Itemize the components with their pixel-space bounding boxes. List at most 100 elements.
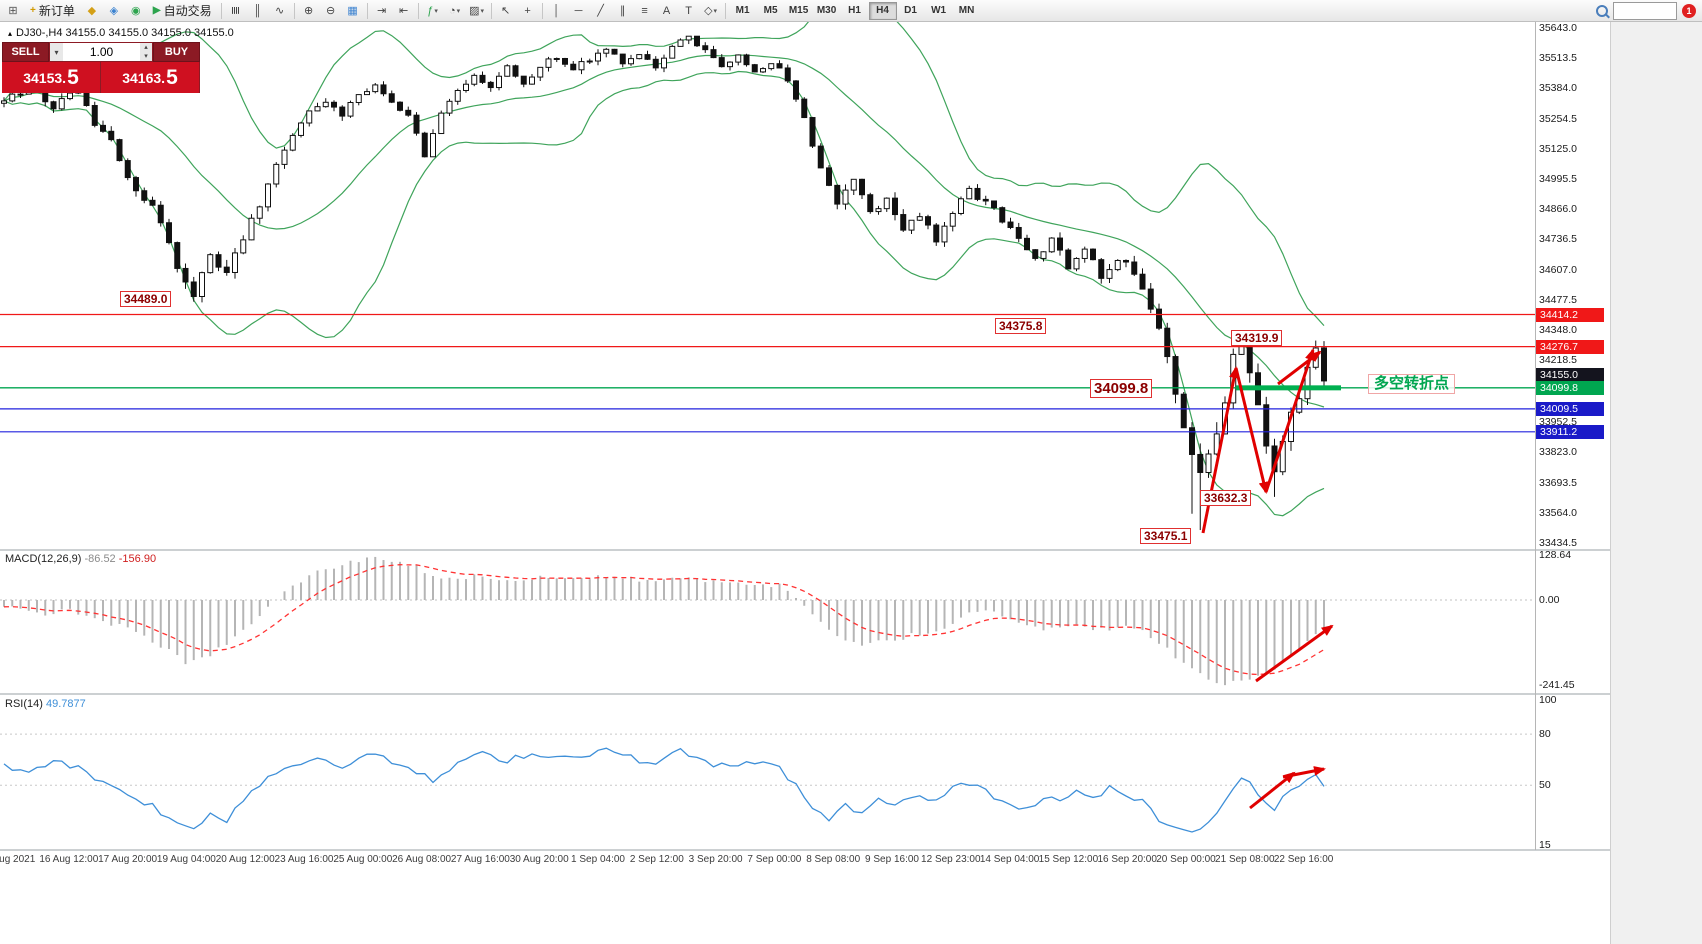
indicators-icon[interactable]: ƒ ▾: [427, 4, 438, 17]
toolbar-separator: [366, 2, 368, 19]
macd-signal-line: [3, 564, 1325, 676]
candlestick-chart-icon[interactable]: ║: [253, 4, 262, 17]
new-order-button-label: 新订单: [38, 4, 75, 18]
chart-ohlc-header: ▴ DJ30-,H4 34155.0 34155.0 34155.0 34155…: [8, 27, 234, 39]
buy-button[interactable]: BUY: [153, 42, 200, 62]
new-order-button[interactable]: + 新订单: [24, 2, 81, 20]
price-callout[interactable]: 33632.3: [1200, 490, 1252, 506]
time-axis-label: 15 Sep 12:00: [1038, 854, 1099, 865]
toolbar-separator: [490, 2, 492, 19]
macd-histogram: [0, 556, 1535, 686]
toolbar-separator: [417, 2, 419, 19]
periods-icon[interactable]: ◔ ▾: [448, 4, 461, 17]
sell-button[interactable]: SELL: [2, 42, 49, 62]
autotrading-button[interactable]: ▶ 自动交易: [147, 2, 218, 20]
notification-badge[interactable]: 1: [1682, 3, 1696, 18]
line-chart-icon[interactable]: ∿: [274, 5, 285, 17]
macd-axis-label: 0.00: [1539, 594, 1560, 606]
price-callout[interactable]: 33475.1: [1140, 528, 1192, 544]
pane-separators: [0, 22, 1610, 851]
buy-price[interactable]: 34163. 5: [101, 62, 200, 93]
price-axis-badge: 34099.8: [1536, 380, 1604, 395]
price-callout[interactable]: 34099.8: [1090, 379, 1153, 398]
price-axis-badge: 33911.2: [1536, 424, 1604, 439]
time-axis-label: 2 Sep 12:00: [629, 854, 684, 865]
vertical-line-icon[interactable]: │: [553, 4, 561, 17]
crosshair-icon[interactable]: +: [524, 4, 531, 17]
price-axis-label: 35513.5: [1539, 52, 1577, 65]
trendline-icon[interactable]: ╱: [597, 5, 604, 17]
timeframe-h4[interactable]: H4: [868, 1, 897, 20]
text-icon[interactable]: A: [662, 4, 671, 17]
volume-input[interactable]: [63, 43, 140, 61]
chart-shift-icon[interactable]: ⇤: [398, 5, 409, 17]
price-axis-label: 33693.5: [1539, 476, 1577, 489]
time-axis-label: 26 Aug 08:00: [392, 854, 452, 865]
rsi-axis-label: 80: [1539, 728, 1551, 741]
volume-down-icon[interactable]: ▾: [144, 53, 148, 60]
tile-windows-icon[interactable]: ▦: [347, 5, 358, 17]
dropdown-caret-icon: ▾: [434, 7, 438, 15]
time-axis-label: 23 Aug 16:00: [274, 854, 334, 865]
search-area: 1: [1596, 1, 1700, 20]
timeframe-h1[interactable]: H1: [841, 2, 869, 20]
volume-spinner: ▴ ▾: [140, 43, 152, 61]
time-axis-label: 19 Aug 04:00: [156, 854, 216, 865]
chart-area: ▴ DJ30-,H4 34155.0 34155.0 34155.0 34155…: [0, 22, 1702, 944]
sell-price[interactable]: 34153. 5: [2, 62, 101, 93]
data-window-icon[interactable]: ◈: [109, 5, 119, 17]
time-axis-label: 16 Sep 20:00: [1097, 854, 1157, 865]
time-axis-label: 20 Sep 00:00: [1156, 854, 1216, 865]
price-axis-label: 33564.0: [1539, 506, 1577, 519]
timeframe-m5[interactable]: M5: [757, 2, 785, 20]
rsi-axis-label: 100: [1539, 694, 1557, 706]
candlesticks: [1, 35, 1327, 531]
rsi-label: RSI(14) 49.7877: [5, 698, 86, 710]
search-input[interactable]: [1613, 1, 1677, 20]
price-axis-label: 33434.5: [1539, 536, 1577, 549]
time-axis-label: 3 Sep 20:00: [688, 854, 743, 865]
symbol-collapse-icon[interactable]: ▴: [8, 28, 13, 38]
timeframe-m1[interactable]: M1: [729, 2, 757, 20]
chart-canvas[interactable]: [0, 22, 1610, 874]
fibonacci-icon[interactable]: ≡: [641, 4, 648, 17]
turning-point-annotation[interactable]: 多空转折点: [1368, 374, 1456, 394]
timeframe-m15[interactable]: M15: [785, 2, 813, 20]
navigator-icon[interactable]: ◉: [131, 5, 141, 17]
zoom-in-icon[interactable]: ⊕: [303, 5, 314, 17]
time-axis-label: 9 Sep 16:00: [865, 854, 919, 865]
symbol-ohlc-text: DJ30-,H4 34155.0 34155.0 34155.0 34155.0: [16, 27, 234, 39]
templates-icon[interactable]: ▨ ▾: [469, 5, 485, 17]
shapes-icon[interactable]: ◇ ▾: [704, 5, 718, 17]
bollinger-bands: [3, 22, 1325, 517]
timeframe-m30[interactable]: M30: [813, 2, 841, 20]
price-axis-label: 35384.0: [1539, 82, 1577, 95]
timeframe-d1[interactable]: D1: [897, 2, 925, 20]
price-callout[interactable]: 34489.0: [120, 291, 172, 307]
price-axis-label: 34866.0: [1539, 203, 1577, 216]
label-icon[interactable]: T: [685, 4, 692, 17]
autotrading-icon: ▶: [152, 5, 161, 16]
market-watch-icon[interactable]: ◆: [87, 5, 97, 17]
time-axis-label: 27 Aug 16:00: [450, 854, 510, 865]
new-chart-icon[interactable]: ⊞: [8, 5, 18, 17]
auto-scroll-icon[interactable]: ⇥: [376, 5, 387, 17]
time-axis-label: 25 Aug 00:00: [333, 854, 393, 865]
timeframe-w1[interactable]: W1: [925, 2, 953, 20]
volume-up-icon[interactable]: ▴: [144, 44, 148, 51]
macd-label: MACD(12,26,9) -86.52 -156.90: [5, 553, 157, 565]
price-callout[interactable]: 34375.8: [995, 318, 1047, 334]
macd-axis-label: -241.45: [1539, 678, 1575, 691]
cursor-icon[interactable]: ↖: [500, 5, 511, 17]
price-axis-label: 35254.5: [1539, 112, 1577, 125]
price-callout[interactable]: 34319.9: [1231, 330, 1283, 346]
channel-icon[interactable]: ∥: [619, 5, 626, 17]
timeframe-mn[interactable]: MN: [953, 2, 981, 20]
horizontal-line-icon[interactable]: ─: [574, 4, 583, 17]
volume-dropdown-icon[interactable]: ▾: [50, 43, 63, 61]
zoom-out-icon[interactable]: ⊖: [325, 5, 336, 17]
price-axis-label: 34995.5: [1539, 172, 1577, 185]
price-axis-badge: 34276.7: [1536, 339, 1604, 354]
price-axis-label: 35125.0: [1539, 142, 1577, 155]
bar-chart-icon[interactable]: ≣: [229, 5, 242, 16]
